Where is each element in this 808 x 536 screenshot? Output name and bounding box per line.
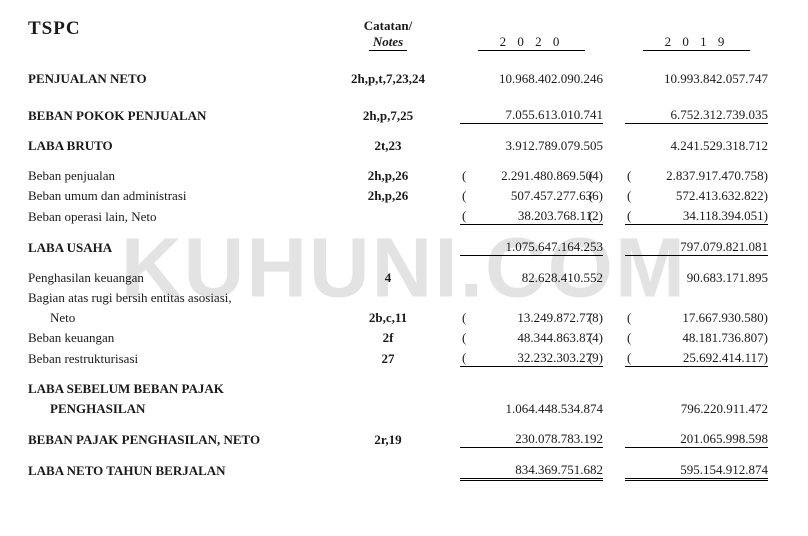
value-2019: 10.993.842.057.747 bbox=[623, 69, 788, 89]
value-2019: 797.079.821.081 bbox=[623, 237, 788, 258]
row-label: LABA BRUTO bbox=[28, 136, 318, 156]
spacer-row bbox=[28, 156, 788, 166]
table-row: LABA SEBELUM BEBAN PAJAK bbox=[28, 379, 788, 399]
spacer-row bbox=[28, 419, 788, 429]
value-2019: 796.220.911.472 bbox=[623, 399, 788, 419]
row-notes bbox=[318, 379, 458, 399]
table-row: Beban restrukturisasi27(32.232.303.279)(… bbox=[28, 348, 788, 369]
table-row: Beban penjualan2h,p,26(2.291.480.869.504… bbox=[28, 166, 788, 186]
value-2020 bbox=[458, 379, 623, 399]
value-2019: (17.667.930.580) bbox=[623, 308, 788, 328]
row-notes: 2h,p,26 bbox=[318, 166, 458, 186]
value-2019: (34.118.394.051) bbox=[623, 206, 788, 227]
value-2019: 595.154.912.874 bbox=[623, 460, 788, 481]
value-2020: 1.064.448.534.874 bbox=[458, 399, 623, 419]
year-header-2019: 2 0 1 9 bbox=[643, 34, 751, 51]
row-label: Beban restrukturisasi bbox=[28, 348, 318, 369]
value-2019 bbox=[623, 379, 788, 399]
table-row: PENGHASILAN 1.064.448.534.874796.220.911.… bbox=[28, 399, 788, 419]
row-notes: 2r,19 bbox=[318, 429, 458, 450]
row-label: Beban operasi lain, Neto bbox=[28, 206, 318, 227]
row-notes: 2f bbox=[318, 328, 458, 348]
row-label: LABA SEBELUM BEBAN PAJAK bbox=[28, 379, 318, 399]
row-label: PENGHASILAN bbox=[28, 399, 318, 419]
row-label: LABA NETO TAHUN BERJALAN bbox=[28, 460, 318, 481]
row-notes bbox=[318, 288, 458, 308]
value-2019: 90.683.171.895 bbox=[623, 268, 788, 288]
spacer-row bbox=[28, 89, 788, 105]
row-label: BEBAN POKOK PENJUALAN bbox=[28, 105, 318, 126]
row-label: Beban umum dan administrasi bbox=[28, 186, 318, 206]
table-body: PENJUALAN NETO2h,p,t,7,23,2410.968.402.0… bbox=[28, 53, 788, 481]
table-row: Beban operasi lain, Neto (38.203.768.112)… bbox=[28, 206, 788, 227]
table-row: LABA USAHA 1.075.647.164.253797.079.821.0… bbox=[28, 237, 788, 258]
value-2019: (25.692.414.117) bbox=[623, 348, 788, 369]
row-label: Beban keuangan bbox=[28, 328, 318, 348]
row-notes: 2h,p,7,25 bbox=[318, 105, 458, 126]
spacer-row bbox=[28, 258, 788, 268]
value-2020: 834.369.751.682 bbox=[458, 460, 623, 481]
table-header-row: TSPC Catatan/ Notes 2 0 2 0 2 0 1 9 bbox=[28, 16, 788, 53]
table-row: PENJUALAN NETO2h,p,t,7,23,2410.968.402.0… bbox=[28, 69, 788, 89]
value-2020: (38.203.768.112)( bbox=[458, 206, 623, 227]
value-2020: 82.628.410.552 bbox=[458, 268, 623, 288]
value-2020: 1.075.647.164.253 bbox=[458, 237, 623, 258]
table-row: BEBAN PAJAK PENGHASILAN, NETO2r,19230.07… bbox=[28, 429, 788, 450]
row-notes: 2b,c,11 bbox=[318, 308, 458, 328]
value-2019: 201.065.998.598 bbox=[623, 429, 788, 450]
row-label: PENJUALAN NETO bbox=[28, 69, 318, 89]
row-label: LABA USAHA bbox=[28, 237, 318, 258]
value-2020 bbox=[458, 288, 623, 308]
value-2019: 4.241.529.318.712 bbox=[623, 136, 788, 156]
table-row: LABA NETO TAHUN BERJALAN 834.369.751.6825… bbox=[28, 460, 788, 481]
spacer-row bbox=[28, 53, 788, 69]
spacer-row bbox=[28, 126, 788, 136]
row-notes: 2h,p,26 bbox=[318, 186, 458, 206]
spacer-row bbox=[28, 227, 788, 237]
income-statement-table: TSPC Catatan/ Notes 2 0 2 0 2 0 1 9 PENJ… bbox=[28, 16, 788, 481]
table-row: Neto2b,c,11(13.249.872.778)((17.667.930.… bbox=[28, 308, 788, 328]
spacer-row bbox=[28, 450, 788, 460]
row-label: Neto bbox=[28, 308, 318, 328]
row-notes: 27 bbox=[318, 348, 458, 369]
value-2020: 7.055.613.010.741 bbox=[458, 105, 623, 126]
value-2020: 10.968.402.090.246 bbox=[458, 69, 623, 89]
table-row: Beban umum dan administrasi2h,p,26(507.4… bbox=[28, 186, 788, 206]
company-ticker: TSPC bbox=[28, 18, 81, 39]
value-2019: (48.181.736.807) bbox=[623, 328, 788, 348]
row-notes bbox=[318, 237, 458, 258]
row-notes bbox=[318, 399, 458, 419]
year-header-2020: 2 0 2 0 bbox=[478, 34, 586, 51]
notes-header-bottom: Notes bbox=[369, 34, 407, 51]
financial-statement-page: TSPC Catatan/ Notes 2 0 2 0 2 0 1 9 PENJ… bbox=[0, 0, 808, 497]
table-row: Bagian atas rugi bersih entitas asosiasi… bbox=[28, 288, 788, 308]
row-label: Beban penjualan bbox=[28, 166, 318, 186]
value-2020: (13.249.872.778)( bbox=[458, 308, 623, 328]
row-notes: 4 bbox=[318, 268, 458, 288]
row-label: BEBAN PAJAK PENGHASILAN, NETO bbox=[28, 429, 318, 450]
row-notes bbox=[318, 206, 458, 227]
notes-header-top: Catatan/ bbox=[320, 18, 456, 34]
value-2020: (2.291.480.869.504)( bbox=[458, 166, 623, 186]
table-row: Penghasilan keuangan482.628.410.55290.68… bbox=[28, 268, 788, 288]
value-2020: 3.912.789.079.505 bbox=[458, 136, 623, 156]
value-2020: (48.344.863.874)( bbox=[458, 328, 623, 348]
row-label: Bagian atas rugi bersih entitas asosiasi… bbox=[28, 288, 318, 308]
row-notes: 2t,23 bbox=[318, 136, 458, 156]
value-2019 bbox=[623, 288, 788, 308]
row-label: Penghasilan keuangan bbox=[28, 268, 318, 288]
value-2020: 230.078.783.192 bbox=[458, 429, 623, 450]
table-row: BEBAN POKOK PENJUALAN2h,p,7,257.055.613.… bbox=[28, 105, 788, 126]
table-row: Beban keuangan2f(48.344.863.874)((48.181… bbox=[28, 328, 788, 348]
spacer-row bbox=[28, 369, 788, 379]
row-notes bbox=[318, 460, 458, 481]
value-2020: (32.232.303.279)( bbox=[458, 348, 623, 369]
value-2020: (507.457.277.636)( bbox=[458, 186, 623, 206]
value-2019: (572.413.632.822) bbox=[623, 186, 788, 206]
value-2019: 6.752.312.739.035 bbox=[623, 105, 788, 126]
table-row: LABA BRUTO2t,233.912.789.079.5054.241.52… bbox=[28, 136, 788, 156]
row-notes: 2h,p,t,7,23,24 bbox=[318, 69, 458, 89]
value-2019: (2.837.917.470.758) bbox=[623, 166, 788, 186]
